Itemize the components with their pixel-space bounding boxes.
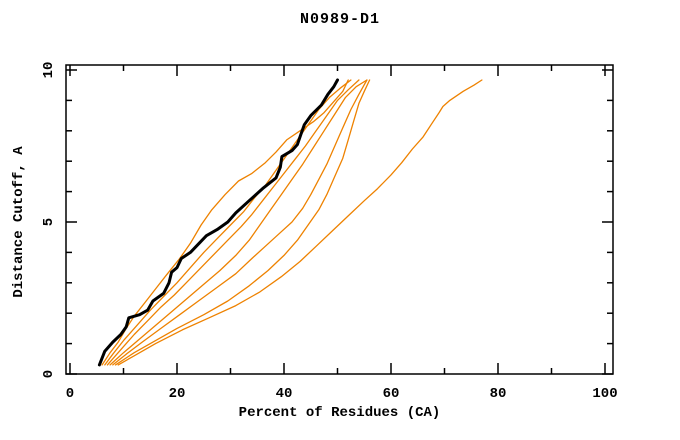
model-curve — [106, 79, 360, 366]
model-curve — [117, 79, 483, 366]
y-tick-label: 10 — [41, 62, 57, 79]
y-axis-title: Distance Cutoff, A — [11, 146, 27, 298]
x-tick-label: 100 — [592, 386, 617, 402]
model-curve — [114, 79, 371, 366]
chart-title: N0989-D1 — [299, 11, 380, 28]
model-curve — [104, 79, 352, 366]
target-curve — [97, 78, 339, 367]
x-tick-label: 20 — [169, 386, 186, 402]
x-tick-label: 40 — [276, 386, 293, 402]
y-tick-label: 5 — [41, 218, 57, 226]
x-tick-label: 0 — [66, 386, 74, 402]
y-tick-label: 0 — [41, 370, 57, 378]
x-axis-title: Percent of Residues (CA) — [238, 405, 441, 421]
x-tick-label: 80 — [490, 386, 507, 402]
model-curve — [112, 79, 368, 366]
model-curve — [101, 79, 349, 366]
plot-border — [65, 64, 614, 375]
model-curve — [109, 79, 368, 366]
x-tick-label: 60 — [383, 386, 400, 402]
